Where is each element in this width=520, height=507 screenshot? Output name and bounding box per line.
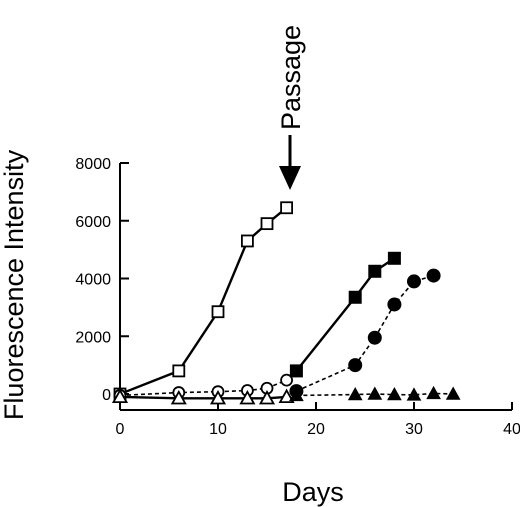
y-axis-title: Fluorescence Intensity xyxy=(0,149,29,420)
data-point-triangle xyxy=(239,389,256,405)
data-point-triangle xyxy=(111,388,129,403)
data-point-square xyxy=(368,264,382,278)
passage-annotation: Passage xyxy=(276,25,306,190)
series-line xyxy=(119,206,288,396)
x-axis-title: Days xyxy=(282,477,344,507)
y-tick-label: 6000 xyxy=(75,214,111,231)
x-tick-label: 20 xyxy=(307,421,325,438)
series-markers xyxy=(111,201,461,405)
series-line xyxy=(296,274,434,392)
data-point-triangle xyxy=(445,386,461,400)
data-point-circle xyxy=(407,274,421,289)
data-point-circle xyxy=(426,268,441,283)
data-point-square xyxy=(240,234,254,248)
data-point-square xyxy=(260,217,274,231)
data-point-triangle xyxy=(367,386,383,400)
data-point-triangle xyxy=(426,385,441,400)
x-tick-label: 40 xyxy=(503,421,520,438)
data-point-triangle xyxy=(170,389,187,405)
passage-label: Passage xyxy=(276,25,306,130)
data-point-triangle xyxy=(278,388,295,403)
data-point-square xyxy=(348,290,362,304)
data-point-square xyxy=(172,364,186,378)
data-point-triangle xyxy=(289,387,304,402)
series-lines xyxy=(119,206,454,400)
y-tick-label: 0 xyxy=(102,387,111,404)
data-point-triangle xyxy=(387,387,402,401)
data-point-square xyxy=(280,201,294,215)
data-point-square xyxy=(211,305,225,319)
data-point-square xyxy=(289,364,303,378)
x-tick-label: 10 xyxy=(209,421,227,438)
data-point-triangle xyxy=(406,387,422,401)
series-line xyxy=(119,395,287,400)
data-point-triangle xyxy=(347,387,363,401)
data-point-triangle xyxy=(209,389,227,405)
x-ticks: 0 10 20 30 40 xyxy=(116,402,520,438)
down-arrow-icon xyxy=(279,166,301,190)
data-point-triangle xyxy=(258,389,276,405)
data-point-circle xyxy=(280,373,294,387)
x-tick-label: 30 xyxy=(405,421,423,438)
data-point-circle xyxy=(348,358,363,373)
data-point-circle xyxy=(387,297,402,312)
y-tick-label: 2000 xyxy=(75,329,111,346)
x-tick-label: 0 xyxy=(116,421,125,438)
y-tick-label: 4000 xyxy=(75,272,111,289)
series-line xyxy=(295,257,396,372)
data-point-circle xyxy=(367,330,382,345)
data-point-square xyxy=(387,251,401,265)
y-tick-label: 8000 xyxy=(75,156,111,173)
y-ticks: 0 2000 4000 6000 8000 xyxy=(75,156,129,404)
